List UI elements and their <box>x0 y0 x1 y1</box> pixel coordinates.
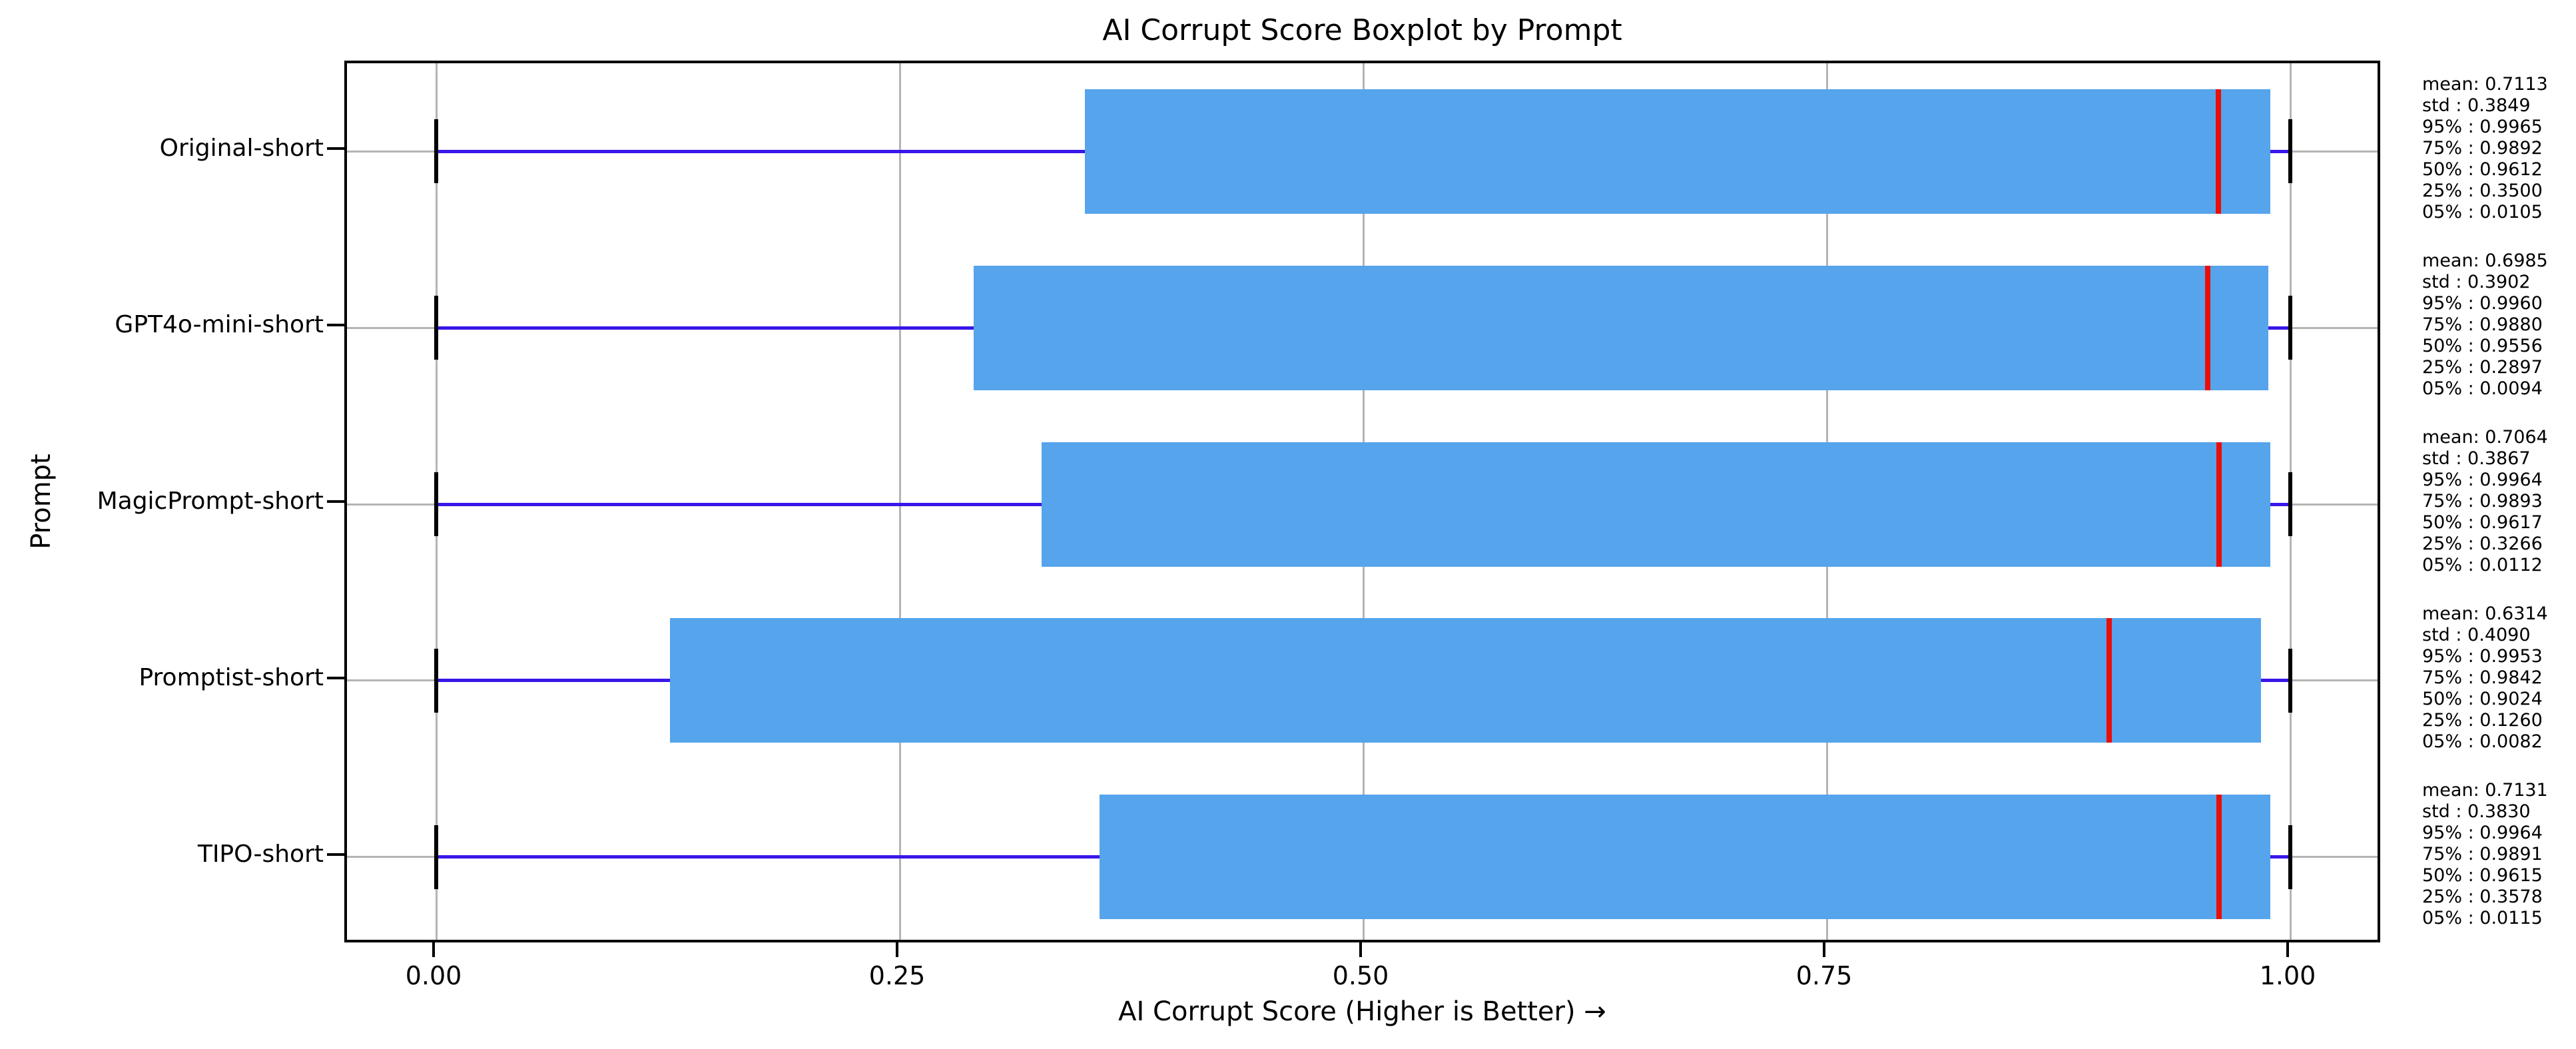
y-category-label: Original-short <box>159 135 324 162</box>
stats-line: std : 0.3902 <box>2422 272 2531 292</box>
stats-line: 50% : 0.9612 <box>2422 159 2543 180</box>
box <box>670 618 2261 743</box>
x-tick-label: 1.00 <box>2259 961 2316 990</box>
stats-line: 25% : 0.1260 <box>2422 710 2543 731</box>
stats-line: 50% : 0.9617 <box>2422 512 2543 533</box>
stats-block: mean: 0.6985 std : 0.3902 95% : 0.9960 75% … <box>2422 250 2548 400</box>
stats-line: 75% : 0.9892 <box>2422 138 2543 159</box>
stats-line: mean: 0.7131 <box>2422 780 2548 801</box>
x-tick-label: 0.50 <box>1332 961 1389 990</box>
stats-line: 05% : 0.0115 <box>2422 908 2543 928</box>
box <box>1042 442 2270 567</box>
whisker-cap <box>434 649 438 713</box>
median-line <box>2216 795 2222 919</box>
whisker-cap <box>434 296 438 360</box>
stats-line: 95% : 0.9965 <box>2422 117 2543 137</box>
stats-line: 25% : 0.3266 <box>2422 533 2543 554</box>
stats-line: 75% : 0.9891 <box>2422 844 2543 865</box>
x-tick-label: 0.25 <box>868 961 926 990</box>
y-tick-mark <box>327 500 344 503</box>
stats-line: mean: 0.6314 <box>2422 603 2548 624</box>
stats-line: 05% : 0.0094 <box>2422 378 2543 399</box>
y-tick-mark <box>327 853 344 856</box>
whisker-cap <box>434 472 438 536</box>
stats-block: mean: 0.7131 std : 0.3830 95% : 0.9964 75% … <box>2422 780 2548 929</box>
stats-line: 75% : 0.9842 <box>2422 667 2543 688</box>
stats-line: 25% : 0.3578 <box>2422 886 2543 907</box>
whisker-cap <box>2288 825 2292 889</box>
chart-title: AI Corrupt Score Boxplot by Prompt <box>1102 13 1622 47</box>
stats-line: 25% : 0.3500 <box>2422 180 2543 201</box>
whisker-line-low <box>436 503 1042 506</box>
x-tick-mark <box>2286 942 2289 957</box>
grid-line-vertical <box>899 63 901 940</box>
stats-line: std : 0.3867 <box>2422 448 2531 469</box>
median-line <box>2216 89 2221 214</box>
stats-line: 50% : 0.9556 <box>2422 336 2543 356</box>
stats-line: std : 0.3849 <box>2422 95 2531 116</box>
x-tick-mark <box>896 942 898 957</box>
whisker-cap <box>434 825 438 889</box>
stats-line: mean: 0.7064 <box>2422 427 2548 448</box>
y-category-label: TIPO-short <box>197 841 324 868</box>
stats-line: 95% : 0.9964 <box>2422 823 2543 843</box>
whisker-cap <box>434 119 438 183</box>
y-category-label: GPT4o-mini-short <box>115 311 324 338</box>
whisker-line-low <box>436 150 1085 153</box>
whisker-line-low <box>436 679 670 682</box>
box <box>974 266 2268 390</box>
whisker-cap <box>2288 119 2292 183</box>
stats-line: 25% : 0.2897 <box>2422 357 2543 378</box>
stats-line: 95% : 0.9953 <box>2422 646 2543 667</box>
box <box>1100 795 2270 919</box>
median-line <box>2216 442 2222 567</box>
stats-block: mean: 0.7064 std : 0.3867 95% : 0.9964 75% … <box>2422 427 2548 576</box>
box <box>1085 89 2270 214</box>
stats-line: 05% : 0.0082 <box>2422 731 2543 752</box>
whisker-line-high <box>2270 855 2290 859</box>
whisker-line-high <box>2268 326 2290 330</box>
stats-line: std : 0.4090 <box>2422 625 2531 645</box>
x-tick-label: 0.75 <box>1795 961 1853 990</box>
whisker-line-high <box>2270 503 2290 506</box>
x-tick-mark <box>432 942 435 957</box>
stats-line: 75% : 0.9893 <box>2422 491 2543 512</box>
stats-line: 50% : 0.9615 <box>2422 865 2543 886</box>
whisker-cap <box>2288 649 2292 713</box>
median-line <box>2106 618 2112 743</box>
whisker-line-high <box>2270 150 2290 153</box>
x-tick-label: 0.00 <box>405 961 462 990</box>
stats-line: mean: 0.6985 <box>2422 250 2548 271</box>
stats-line: 75% : 0.9880 <box>2422 314 2543 335</box>
x-tick-mark <box>1823 942 1825 957</box>
stats-line: std : 0.3830 <box>2422 801 2531 822</box>
y-tick-mark <box>327 324 344 326</box>
y-category-label: MagicPrompt-short <box>97 488 324 515</box>
plot-area <box>344 61 2380 942</box>
stats-line: 95% : 0.9960 <box>2422 293 2543 314</box>
whisker-line-low <box>436 855 1100 859</box>
y-category-label: Promptist-short <box>139 664 324 691</box>
stats-line: 05% : 0.0105 <box>2422 202 2543 222</box>
median-line <box>2205 266 2210 390</box>
stats-line: 50% : 0.9024 <box>2422 689 2543 709</box>
whisker-cap <box>2288 296 2292 360</box>
stats-block: mean: 0.7113 std : 0.3849 95% : 0.9965 75% … <box>2422 74 2548 223</box>
stats-block: mean: 0.6314 std : 0.4090 95% : 0.9953 75% … <box>2422 603 2548 753</box>
stats-line: 05% : 0.0112 <box>2422 555 2543 575</box>
whisker-line-low <box>436 326 974 330</box>
whisker-line-high <box>2261 679 2290 682</box>
y-tick-mark <box>327 147 344 150</box>
whisker-cap <box>2288 472 2292 536</box>
stats-line: 95% : 0.9964 <box>2422 470 2543 490</box>
y-tick-mark <box>327 677 344 679</box>
stats-line: mean: 0.7113 <box>2422 74 2548 95</box>
x-tick-mark <box>1359 942 1362 957</box>
x-axis-label: AI Corrupt Score (Higher is Better) → <box>1118 996 1606 1027</box>
